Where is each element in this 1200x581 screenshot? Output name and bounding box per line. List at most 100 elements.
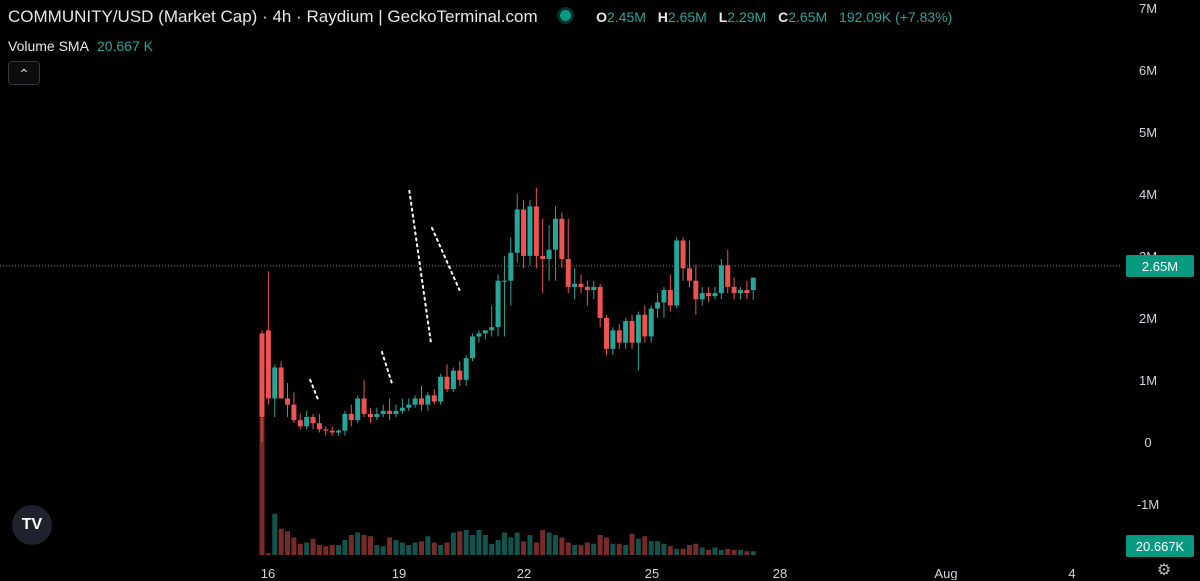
- volume-bar: [597, 535, 603, 555]
- candle-body: [291, 404, 297, 421]
- candle: [457, 361, 463, 387]
- candle-body: [501, 280, 507, 282]
- volume-bar: [501, 532, 507, 555]
- volume-bar: [718, 550, 724, 555]
- candle: [527, 200, 533, 266]
- candle: [304, 410, 310, 430]
- candle: [572, 268, 578, 300]
- volume-sma-legend: Volume SMA 20.667 K: [8, 38, 153, 54]
- candle-body: [597, 286, 603, 318]
- candle-body: [572, 283, 578, 287]
- candle-body: [642, 314, 648, 337]
- volume-bar: [572, 545, 578, 555]
- volume-bar: [297, 543, 303, 555]
- volume-bar: [265, 553, 271, 555]
- candle: [712, 286, 718, 300]
- volume-bar: [686, 545, 692, 555]
- candle: [533, 187, 539, 269]
- candle-body: [444, 376, 450, 390]
- time-axis: 16 19 22 25 28 Aug 4: [261, 566, 1076, 580]
- volume-bar: [285, 531, 291, 555]
- volume-bar: [680, 548, 686, 555]
- candle: [323, 426, 329, 436]
- candle-body: [425, 395, 431, 405]
- volume-bar: [521, 541, 527, 555]
- candle: [591, 280, 597, 300]
- candle: [610, 327, 616, 356]
- volume-bar: [750, 551, 756, 555]
- candle-body: [374, 413, 380, 418]
- candle: [686, 240, 692, 287]
- volume-bar: [374, 545, 380, 555]
- change-value: 192.09K (+7.83%): [839, 9, 953, 25]
- volume-bar: [642, 536, 648, 555]
- volume-bar: [546, 532, 552, 555]
- candle-body: [706, 293, 712, 297]
- volume-sma-label: Volume SMA: [8, 38, 89, 54]
- candle-body: [699, 293, 705, 300]
- volume-bar: [329, 545, 335, 555]
- candles: [259, 187, 756, 442]
- tradingview-logo[interactable]: TV: [12, 505, 52, 545]
- candle: [438, 373, 444, 405]
- candle-body: [527, 206, 533, 256]
- candle: [604, 314, 610, 356]
- candle: [297, 413, 303, 430]
- candle-body: [380, 410, 386, 414]
- volume-bar: [591, 543, 597, 555]
- gear-icon[interactable]: ⚙: [1156, 562, 1172, 579]
- x-tick-label: 4: [1068, 566, 1075, 580]
- volume-bar: [367, 536, 373, 555]
- candle: [412, 395, 418, 408]
- candle-body: [476, 333, 482, 337]
- candle: [655, 293, 661, 318]
- volume-sma-value: 20.667 K: [96, 38, 153, 54]
- volume-sma-badge: 20.667K: [1126, 535, 1194, 557]
- candle: [616, 324, 622, 349]
- volume-bar: [387, 537, 393, 555]
- candle: [265, 271, 271, 405]
- candle-body: [546, 249, 552, 260]
- trendline[interactable]: [309, 378, 320, 403]
- candle: [667, 274, 673, 312]
- high-label: H: [657, 9, 668, 25]
- candle-body: [578, 283, 584, 287]
- volume-bar: [540, 530, 546, 555]
- candle-body: [285, 398, 291, 405]
- candle: [750, 277, 756, 300]
- candle-body: [495, 280, 501, 328]
- candle: [450, 367, 456, 393]
- candle-body: [431, 395, 437, 402]
- candle-body: [470, 336, 476, 359]
- volume-bar: [361, 535, 367, 555]
- volume-bar: [355, 532, 361, 555]
- candle-body: [329, 430, 335, 433]
- candle: [597, 283, 603, 328]
- trendline[interactable]: [408, 189, 432, 343]
- candle: [546, 224, 552, 281]
- candle-body: [674, 240, 680, 306]
- open-label: O: [596, 9, 607, 25]
- trendline[interactable]: [380, 350, 394, 388]
- candle-body: [565, 259, 571, 287]
- volume-bar: [610, 543, 616, 555]
- candle-body: [750, 277, 756, 290]
- trendline[interactable]: [431, 227, 461, 291]
- candle-body: [361, 398, 367, 414]
- volume-bar: [533, 542, 539, 555]
- candle: [310, 413, 316, 430]
- y-tick-label: 1M: [1139, 373, 1157, 388]
- candle: [336, 429, 342, 436]
- volume-bar: [744, 551, 750, 555]
- candle-body: [304, 417, 310, 427]
- status-dot-icon: [560, 10, 572, 21]
- volume-bars: [259, 417, 756, 555]
- candle-body: [648, 308, 654, 337]
- collapse-legend-button[interactable]: ⌃: [8, 61, 40, 85]
- candle: [463, 355, 469, 387]
- candle: [578, 274, 584, 294]
- candle: [406, 398, 412, 411]
- volume-bar: [552, 535, 558, 555]
- volume-bar: [655, 541, 661, 555]
